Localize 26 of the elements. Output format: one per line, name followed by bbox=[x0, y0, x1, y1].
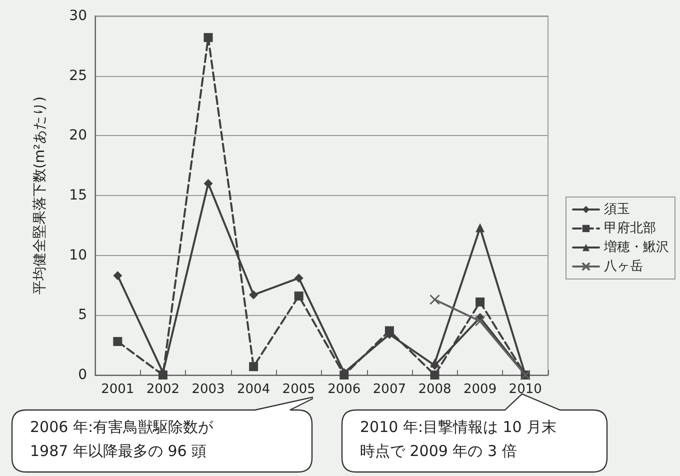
y-tick-label: 15 bbox=[69, 188, 87, 204]
x-tick-label: 2001 bbox=[101, 382, 134, 397]
x-tick-label: 2002 bbox=[146, 382, 180, 397]
text: 時点で 2009 年の 3 倍 bbox=[360, 442, 517, 460]
x-tick-label: 2005 bbox=[282, 382, 316, 397]
x-tick-label: 2003 bbox=[192, 382, 225, 397]
y-tick-label: 5 bbox=[78, 307, 87, 324]
y-tick-label: 0 bbox=[78, 367, 87, 383]
legend-label: 甲府北部 bbox=[604, 220, 656, 236]
text: 2006 年:有害鳥獣駆除数が bbox=[30, 418, 213, 436]
y-tick-label: 20 bbox=[69, 128, 87, 144]
y-axis-title: 平均健全堅果落下数(m²あたり) bbox=[32, 96, 48, 295]
x-tick-label: 2004 bbox=[237, 382, 270, 397]
text: 1987 年以降最多の 96 頭 bbox=[30, 442, 207, 460]
y-tick-label: 10 bbox=[69, 247, 87, 264]
text: 2010 年:目撃情報は 10 月末 bbox=[360, 418, 557, 436]
legend-label: 八ヶ岳 bbox=[604, 259, 643, 274]
legend-label: 増穂・鰍沢 bbox=[603, 239, 669, 255]
x-tick-label: 2010 bbox=[508, 382, 542, 397]
x-tick-label: 2007 bbox=[372, 382, 406, 397]
x-tick-label: 2009 bbox=[464, 382, 497, 397]
legend-label: 須玉 bbox=[604, 202, 630, 217]
y-tick-label: 30 bbox=[69, 8, 87, 24]
x-tick-label: 2008 bbox=[418, 382, 452, 397]
x-tick-label: 2006 bbox=[328, 382, 361, 397]
y-tick-label: 25 bbox=[69, 68, 87, 84]
